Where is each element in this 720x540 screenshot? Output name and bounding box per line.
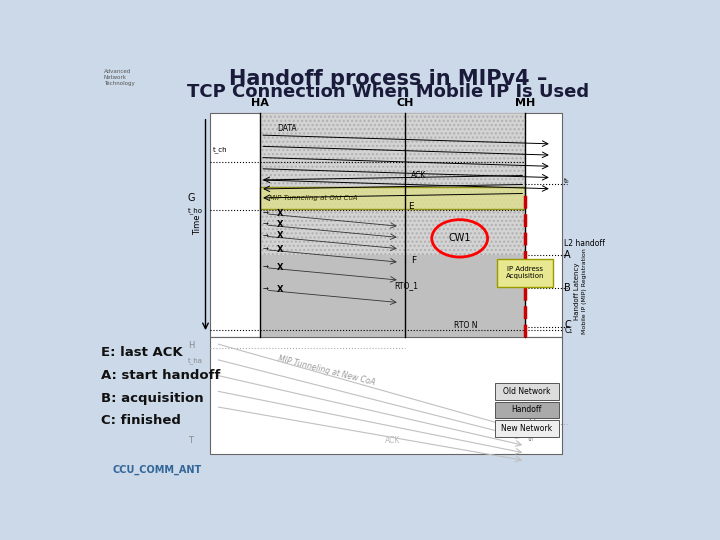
Bar	[210, 337, 562, 454]
Text: C: C	[564, 320, 571, 330]
Text: E: last ACK: E: last ACK	[101, 346, 183, 359]
Text: D: D	[528, 417, 535, 427]
Text: X: X	[277, 220, 284, 229]
Text: tₙ: tₙ	[528, 434, 534, 443]
Text: Advanced
Network
Technology: Advanced Network Technology	[104, 69, 135, 85]
Text: C: finished: C: finished	[101, 415, 181, 428]
Text: L2 handoff: L2 handoff	[564, 239, 606, 248]
Text: HA: HA	[251, 98, 269, 107]
Text: A: A	[564, 250, 571, 260]
Text: X: X	[277, 263, 284, 272]
Text: MIP Tunneling at Old CoA: MIP Tunneling at Old CoA	[269, 195, 357, 201]
Text: G: G	[188, 193, 195, 204]
Text: Handoff process in MIPv4 –: Handoff process in MIPv4 –	[230, 69, 548, 89]
Text: H: H	[188, 341, 194, 349]
Text: MH: MH	[515, 98, 536, 107]
Text: B: acquisition: B: acquisition	[101, 392, 204, 404]
Text: Handoff Latency: Handoff Latency	[574, 262, 580, 320]
Text: Time: Time	[193, 214, 202, 235]
Bar	[210, 113, 562, 337]
Bar	[260, 113, 526, 255]
Text: ACK: ACK	[411, 171, 426, 180]
Text: X: X	[277, 245, 284, 254]
Text: T: T	[188, 436, 193, 445]
Text: TCP Connection When Mobile IP Is Used: TCP Connection When Mobile IP Is Used	[187, 83, 590, 101]
Bar	[498, 260, 553, 287]
Bar	[495, 383, 559, 400]
Bar	[260, 187, 526, 209]
Text: X: X	[277, 231, 284, 240]
Text: →: →	[263, 265, 269, 271]
Text: →: →	[263, 287, 269, 293]
Bar	[495, 402, 559, 418]
Text: t_ch: t_ch	[213, 146, 228, 152]
Text: CH: CH	[397, 98, 414, 107]
Text: A: start handoff: A: start handoff	[101, 369, 220, 382]
Text: E: E	[408, 202, 414, 211]
Text: →: →	[263, 211, 269, 217]
Bar	[495, 420, 559, 437]
Bar	[260, 255, 526, 337]
Text: t_ho: t_ho	[188, 207, 202, 214]
Text: DATA: DATA	[277, 124, 297, 133]
Text: X: X	[277, 209, 284, 218]
Text: C₁: C₁	[564, 326, 572, 335]
Text: RTO_1: RTO_1	[394, 281, 418, 290]
Text: X: X	[277, 285, 284, 294]
Text: Mobile IP (MIP) Registration: Mobile IP (MIP) Registration	[582, 248, 588, 334]
Text: Old Network: Old Network	[503, 387, 550, 396]
Text: →: →	[263, 247, 269, 253]
Text: New Network: New Network	[501, 424, 552, 433]
Text: t₀: t₀	[564, 178, 570, 184]
Text: RTO N: RTO N	[454, 321, 477, 330]
Text: CCU_COMM_ANT: CCU_COMM_ANT	[112, 464, 202, 475]
Text: Handoff: Handoff	[511, 406, 542, 414]
Text: ACK: ACK	[385, 436, 400, 445]
Text: →: →	[263, 222, 269, 228]
Text: F: F	[411, 256, 416, 265]
Text: IP Address
Acquisition: IP Address Acquisition	[506, 266, 544, 279]
Text: →: →	[263, 233, 269, 239]
Text: B: B	[564, 283, 571, 293]
Text: t_ha: t_ha	[188, 357, 202, 364]
Text: MIP Tunneling at New CoA: MIP Tunneling at New CoA	[277, 354, 376, 387]
Text: CW1: CW1	[449, 233, 471, 244]
